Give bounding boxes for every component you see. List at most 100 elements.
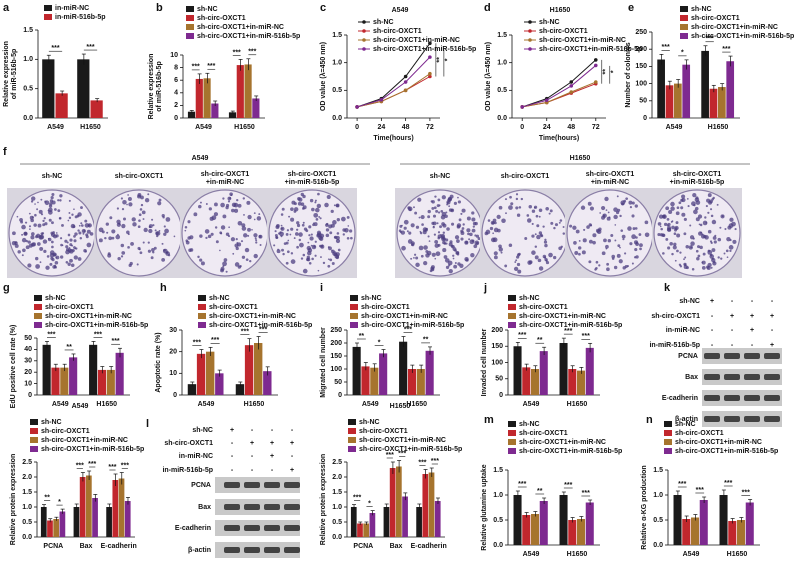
colony [691, 267, 695, 271]
colony [27, 240, 31, 244]
bar [665, 85, 674, 118]
colony [65, 261, 69, 264]
legend-swatch [664, 448, 672, 454]
chart-title: H1650 [550, 7, 571, 14]
colony [43, 249, 47, 254]
colony [256, 216, 262, 221]
colony [440, 235, 445, 240]
legend-label: sh-circ-OXCT1+in-miR-516b-5p [519, 448, 622, 455]
colony [601, 251, 606, 256]
colony [578, 252, 581, 256]
x-tick-label: 0 [520, 124, 524, 131]
significance-label: *** [431, 458, 439, 465]
colony [657, 233, 661, 237]
colony [668, 210, 673, 215]
colony [152, 224, 155, 227]
colony [442, 248, 447, 253]
significance-label: *** [211, 337, 219, 344]
significance-label: *** [207, 63, 215, 70]
condition-label: sh-NC [679, 298, 700, 305]
colony [290, 252, 294, 255]
colony [233, 208, 239, 213]
colony [508, 205, 513, 210]
legend-label: sh-circ-OXCT1 [361, 304, 410, 311]
y-tick-label: 20 [24, 369, 32, 376]
colony [605, 244, 609, 249]
colony [469, 232, 473, 237]
colony [669, 241, 673, 246]
colony [152, 251, 155, 254]
colony [562, 232, 566, 235]
colony [51, 200, 56, 205]
significance-label: * [445, 58, 452, 61]
bar [728, 521, 737, 545]
legend-label: sh-circ-OXCT1+in-miR-NC [41, 437, 128, 444]
colony [610, 233, 614, 237]
colony [311, 207, 315, 212]
bar [215, 373, 224, 395]
colony [573, 241, 577, 245]
colony [82, 232, 85, 235]
legend-label: sh-circ-OXCT1 [675, 430, 724, 437]
colony [446, 201, 449, 204]
colony [244, 247, 250, 253]
colony [283, 242, 287, 246]
bar [559, 495, 568, 545]
plate [481, 189, 569, 277]
colony [342, 233, 345, 236]
colony [673, 232, 677, 236]
colony [662, 215, 666, 218]
bar [737, 520, 746, 545]
colony [220, 232, 223, 235]
y-tick-label: 2.5 [332, 459, 342, 466]
legend-label: sh-NC [539, 19, 560, 26]
colony [613, 207, 618, 212]
colony [452, 257, 455, 260]
colony [274, 233, 278, 237]
colony [337, 248, 341, 252]
colony [732, 239, 737, 244]
colony [410, 257, 413, 260]
legend-swatch [508, 421, 516, 427]
colony [314, 254, 317, 257]
colony [456, 252, 460, 256]
colony [717, 237, 722, 242]
y-tick-label: 10 [24, 380, 32, 387]
legend-swatch [350, 295, 358, 301]
colony [47, 209, 50, 212]
colony [692, 192, 697, 198]
colony [335, 238, 341, 244]
colony [220, 225, 226, 230]
bar [726, 61, 735, 118]
colony [277, 248, 279, 251]
legend-label: sh-circ-OXCT1+in-miR-516b-5p [519, 322, 622, 329]
colony [140, 195, 144, 200]
legend-label: sh-circ-OXCT1+in-miR-NC [519, 313, 606, 320]
y-axis-label: Relative expression [3, 41, 10, 107]
bar [568, 520, 577, 545]
colony [471, 239, 475, 243]
bar [263, 371, 272, 395]
colony [699, 223, 703, 227]
x-tick-label: H1650 [80, 124, 101, 131]
colony [327, 264, 331, 268]
colony [712, 236, 717, 240]
point [403, 74, 408, 79]
colony [161, 214, 165, 218]
colony [456, 223, 462, 228]
colony [729, 238, 732, 242]
colony [301, 223, 305, 227]
colony [435, 209, 439, 213]
plate-label: +in-miR-516b-5p [670, 179, 725, 186]
colony [127, 194, 129, 196]
legend-swatch [680, 24, 688, 30]
colony [598, 264, 601, 267]
bar [244, 64, 252, 118]
colony [420, 214, 425, 220]
colony [709, 254, 715, 259]
colony [710, 266, 713, 269]
colony [68, 216, 72, 220]
colony [678, 263, 682, 266]
colony [77, 212, 82, 217]
